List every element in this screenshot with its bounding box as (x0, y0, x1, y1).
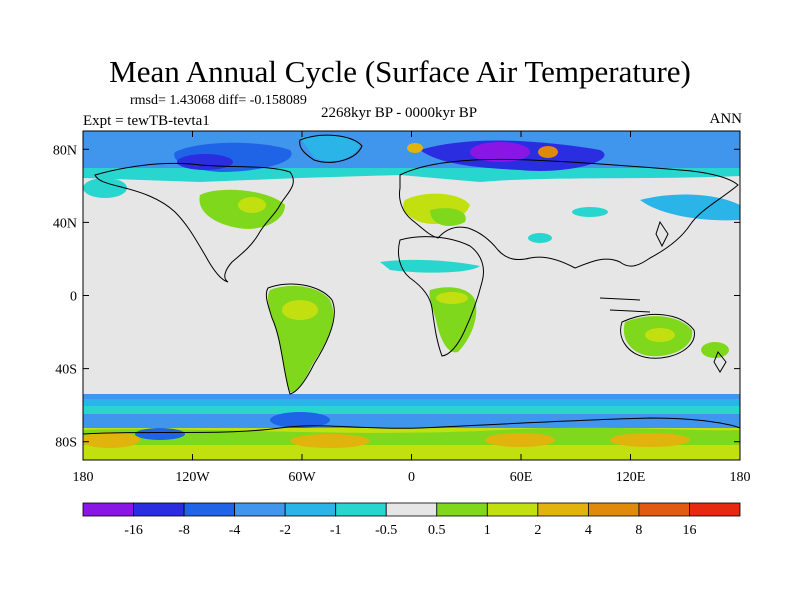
southern-ocean-band-inner (83, 406, 740, 414)
lat-tick-label: 0 (70, 290, 77, 305)
coastline-new-zealand (713, 351, 727, 373)
colorbar-swatch (82, 502, 134, 517)
colorbar-swatch (638, 502, 690, 517)
colorbar: -16 -8 -4 -2 -1 -0.5 0.5 1 2 4 8 16 (82, 502, 741, 538)
colorbar-swatch (385, 502, 438, 517)
coastline-australia (620, 313, 695, 359)
colorbar-swatch (436, 502, 488, 517)
coastline-indonesia (599, 297, 651, 313)
coastline-africa (397, 236, 484, 357)
east-siberia-warm-spot (538, 146, 558, 158)
southern-ocean-band-mid (83, 399, 740, 406)
coastline-greenland (299, 134, 363, 163)
period-label: 2268kyr BP - 0000kyr BP (321, 105, 478, 121)
lon-tick-label: 0 (408, 470, 415, 485)
colorbar-swatch (689, 502, 741, 517)
weddell-cold-patch (270, 412, 330, 428)
tasman-green (701, 342, 729, 358)
sahel-cyan (380, 259, 480, 273)
coastline-south-america (265, 283, 335, 395)
antarctic-coast-band (83, 414, 740, 428)
lon-tick-label: 60W (288, 470, 316, 485)
greenland-region (300, 134, 360, 162)
lon-tick-label: 180 (730, 470, 751, 485)
colorbar-swatch (537, 502, 589, 517)
coastline-antarctica (83, 417, 740, 435)
colorbar-label: -16 (124, 523, 143, 538)
colorbar-label: 8 (635, 523, 642, 538)
coastline-eurasia (399, 158, 739, 269)
lat-tick-label: 80S (55, 436, 77, 451)
colorbar-label: -8 (178, 523, 190, 538)
lon-tick-label: 180 (73, 470, 94, 485)
australia-yellow (645, 328, 675, 342)
canada-cold-core (177, 154, 233, 170)
lat-tick-label: 40S (55, 363, 77, 378)
siberia-coldest-core (470, 142, 530, 162)
tibet-cyan (528, 233, 552, 243)
amazon-yellow (282, 300, 318, 320)
map-axes: 80N 40N 0 40S 80S 180 120W 60W 0 60E 120E 180 (53, 131, 751, 485)
north-pacific-blue (640, 194, 740, 221)
barents-warm-spot (407, 143, 423, 153)
plot-title: Mean Annual Cycle (Surface Air Temperatu… (109, 54, 691, 89)
antarctica-inner-green (83, 427, 740, 445)
subarctic-band (83, 168, 740, 182)
colorbar-swatch (284, 502, 337, 517)
coastline-north-america (94, 162, 294, 283)
antarctic-warm-patch-2 (290, 434, 370, 448)
colorbar-swatch (335, 502, 387, 517)
coastline-japan (655, 220, 669, 248)
colorbar-label: 16 (682, 523, 696, 538)
lon-tick-label: 60E (510, 470, 533, 485)
colorbar-label: 4 (585, 523, 592, 538)
colorbar-label: 1 (484, 523, 491, 538)
colorbar-label: -4 (229, 523, 241, 538)
africa-yellow (436, 292, 468, 304)
colorbar-swatch (234, 502, 286, 517)
colorbar-swatch (587, 502, 640, 517)
colorbar-label: -1 (330, 523, 342, 538)
north-america-yellow (238, 197, 266, 213)
experiment-label: Expt = tewTB-tevta1 (83, 113, 210, 129)
alaska-cyan (83, 178, 127, 198)
season-label: ANN (709, 111, 743, 127)
ross-cold-patch (135, 428, 185, 440)
colorbar-swatch (133, 502, 185, 517)
map-plot-area (83, 131, 740, 460)
antarctic-warm-patch-4 (610, 433, 690, 447)
coastlines (83, 134, 740, 435)
lat-tick-label: 80N (53, 143, 77, 158)
europe-green (430, 208, 466, 226)
colorbar-label: -2 (279, 523, 291, 538)
lon-tick-label: 120E (616, 470, 646, 485)
stats-text: rmsd= 1.43068 diff= -0.158089 (130, 93, 307, 108)
antarctic-warm-patch-1 (83, 432, 140, 448)
colorbar-label: 0.5 (428, 523, 446, 538)
africa-green (429, 287, 477, 353)
lat-tick-label: 40N (53, 216, 77, 231)
colorbar-label: 2 (534, 523, 541, 538)
lon-tick-label: 120W (175, 470, 210, 485)
colorbar-label: -0.5 (375, 523, 397, 538)
colorbar-swatch (183, 502, 236, 517)
colorbar-swatch (486, 502, 539, 517)
east-asia-cyan (572, 207, 608, 217)
antarctic-warm-patch-3 (485, 433, 555, 447)
